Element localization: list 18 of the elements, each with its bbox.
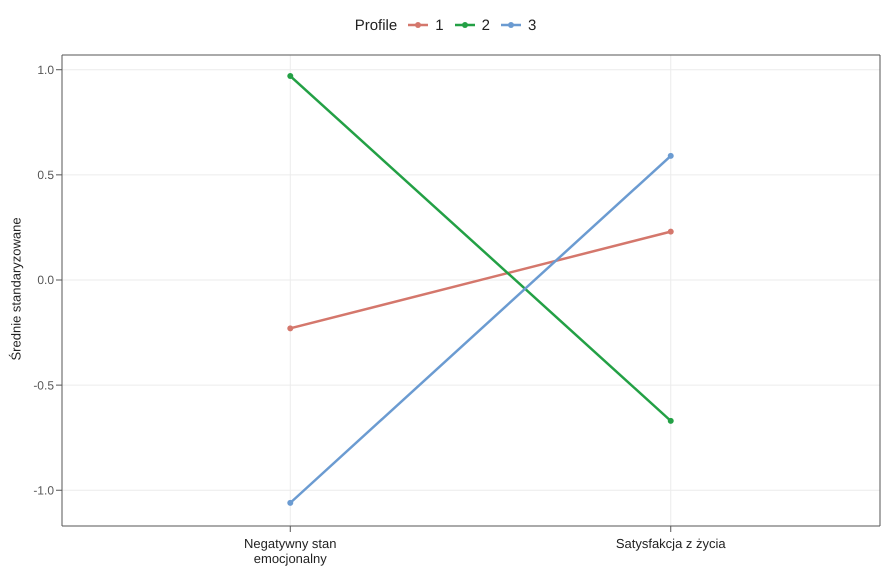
point: [668, 418, 674, 424]
y-axis-title: Średnie standaryzowane: [8, 217, 24, 360]
legend-label: 1: [435, 16, 444, 34]
point: [287, 73, 294, 80]
y-tick-label: -0.5: [33, 378, 54, 392]
legend-label: 2: [482, 16, 490, 34]
legend-label: 3: [528, 16, 536, 34]
y-tick-label: 0.5: [37, 168, 54, 182]
point: [668, 228, 674, 235]
x-tick-label: Negatywny stan emocjonalny: [244, 536, 337, 566]
y-tick-label: 0.0: [37, 273, 54, 288]
y-tick-label: -1.0: [33, 484, 54, 498]
point: [287, 500, 294, 506]
x-tick-label: Satysfakcja z życia: [616, 536, 726, 551]
legend-title: Profile: [354, 16, 398, 34]
point: [287, 325, 294, 332]
y-tick-label: 1.0: [37, 62, 54, 77]
point: [668, 152, 674, 159]
